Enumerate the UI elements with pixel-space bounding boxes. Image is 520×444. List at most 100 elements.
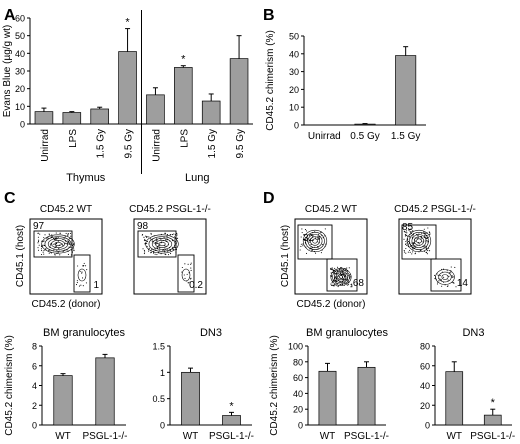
flow-event-dot xyxy=(81,277,84,279)
flow-event-dot xyxy=(412,248,414,250)
flow-plot-title: CD45.2 WT xyxy=(40,204,92,215)
panel-letter-c: C xyxy=(4,190,16,207)
flow-event-dot xyxy=(181,266,183,269)
flow-event-dot xyxy=(424,232,426,234)
flow-contour xyxy=(309,236,321,246)
flow-event-dot xyxy=(82,265,84,267)
bar xyxy=(95,357,115,426)
flow-event-dot xyxy=(452,282,455,284)
flow-event-dot xyxy=(50,244,52,246)
bar xyxy=(357,366,376,426)
flow-event-dot xyxy=(446,270,448,272)
flow-event-dot xyxy=(190,267,192,269)
flow-event-dot xyxy=(330,272,332,274)
flow-event-dot xyxy=(78,285,81,287)
flow-event-dot xyxy=(56,249,58,251)
category-label: 1.5 Gy xyxy=(391,131,420,142)
flow-event-dot xyxy=(65,232,67,234)
y-tick-label: 6 xyxy=(32,361,37,371)
bar xyxy=(354,123,376,126)
flow-contour xyxy=(305,232,325,250)
flow-event-dot xyxy=(187,282,189,284)
flow-event-dot xyxy=(403,251,406,253)
flow-event-dot xyxy=(86,269,88,271)
flow-event-dot xyxy=(451,276,453,278)
flow-event-dot xyxy=(320,252,322,254)
flow-event-dot xyxy=(424,240,426,242)
bar xyxy=(174,67,193,125)
donor-gate xyxy=(177,254,195,293)
flow-event-dot xyxy=(146,236,148,238)
flow-event-dot xyxy=(406,244,408,247)
flow-event-dot xyxy=(411,253,413,255)
flow-event-dot xyxy=(304,229,307,231)
flow-x-axis-label: CD45.2 (donor) xyxy=(297,299,366,310)
y-tick-label: 80 xyxy=(293,357,303,367)
flow-event-dot xyxy=(79,270,81,272)
flow-event-dot xyxy=(412,242,414,244)
flow-event-dot xyxy=(143,239,145,242)
flow-event-dot xyxy=(305,252,308,255)
flow-event-dot xyxy=(183,274,185,276)
flow-event-dot xyxy=(41,250,43,252)
flow-event-dot xyxy=(405,243,407,246)
donor-gate xyxy=(430,258,462,292)
flow-event-dot xyxy=(315,252,317,254)
chart-c-dn3: 0 0.5 1 1.5 DN3 WT * PSGL-1-/- xyxy=(152,327,254,442)
category-label: PSGL-1-/- xyxy=(470,431,515,442)
flow-event-dot xyxy=(48,234,50,236)
flow-event-dot xyxy=(333,285,335,287)
bar xyxy=(90,108,109,125)
flow-event-dot xyxy=(171,234,174,236)
flow-event-dot xyxy=(146,242,148,245)
host-gate-percent: 98 xyxy=(137,221,149,232)
flow-event-dot xyxy=(155,243,157,245)
flow-event-dot xyxy=(48,252,50,254)
flow-event-dot xyxy=(303,233,305,236)
flow-event-dot xyxy=(187,263,189,265)
flow-event-dot xyxy=(172,248,174,251)
flow-event-dot xyxy=(59,232,61,234)
flow-event-dot xyxy=(346,284,348,286)
flow-event-dot xyxy=(48,250,50,252)
flow-event-dot xyxy=(67,240,70,242)
flow-event-dot xyxy=(423,228,425,230)
flow-event-dot xyxy=(318,236,320,238)
flow-event-dot xyxy=(317,233,319,235)
flow-event-dot xyxy=(304,239,306,241)
flow-event-dot xyxy=(68,242,70,244)
flow-event-dot xyxy=(55,232,57,234)
flow-event-dot xyxy=(190,278,192,280)
flow-event-dot xyxy=(346,267,348,269)
flow-event-dot xyxy=(406,235,408,237)
bar xyxy=(62,112,82,125)
flow-event-dot xyxy=(53,239,56,241)
flow-event-dot xyxy=(349,274,351,276)
flow-event-dot xyxy=(344,276,346,278)
flow-event-dot xyxy=(37,249,40,251)
flow-event-dot xyxy=(414,252,417,254)
flow-event-dot xyxy=(40,248,43,250)
y-tick-label: 10 xyxy=(15,102,25,112)
flow-event-dot xyxy=(407,251,409,253)
flow-event-dot xyxy=(332,285,334,287)
flow-event-dot xyxy=(321,243,323,246)
flow-event-dot xyxy=(169,234,171,236)
flow-event-dot xyxy=(38,239,40,241)
group-label: Thymus xyxy=(66,172,106,184)
flow-event-dot xyxy=(150,251,152,254)
flow-event-dot xyxy=(55,239,57,241)
flow-event-dot xyxy=(156,239,158,241)
flow-event-dot xyxy=(177,237,179,239)
flow-event-dot xyxy=(443,276,445,278)
flow-event-dot xyxy=(76,280,78,282)
significance-mark: * xyxy=(229,400,234,412)
flow-event-dot xyxy=(427,227,429,229)
y-tick-label: 1.5 xyxy=(152,342,165,352)
flow-event-dot xyxy=(149,238,152,240)
flow-event-dot xyxy=(166,235,168,238)
category-label: LPS xyxy=(179,129,190,148)
y-tick-label: 20 xyxy=(289,85,299,95)
flow-event-dot xyxy=(57,251,59,253)
